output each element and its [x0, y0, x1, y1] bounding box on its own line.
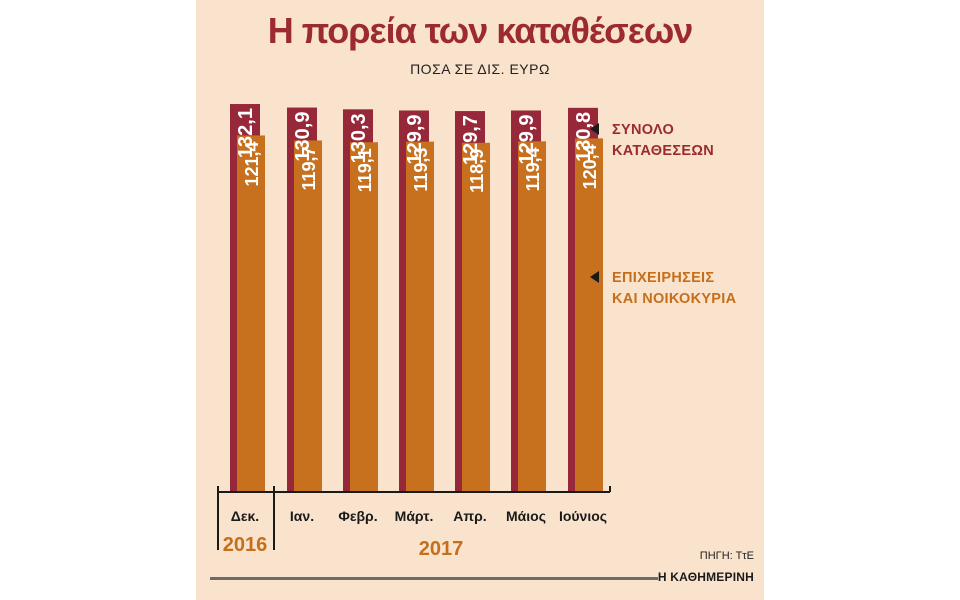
business-value-label: 121,4	[242, 141, 262, 186]
x-tick-label: Ιαν.	[289, 508, 315, 524]
source-note: ΠΗΓΗ: ΤτΕ	[699, 550, 754, 562]
x-tick-label: Ιούνιος	[558, 508, 608, 524]
business-households-bar	[350, 142, 378, 492]
chart-title: Η πορεία των καταθέσεων	[267, 10, 694, 51]
year-label-2016: 2016	[222, 534, 268, 556]
legend-total-line1: ΣΥΝΟΛΟ	[612, 122, 675, 138]
business-value-label: 119,4	[523, 147, 543, 191]
total-value-label: 129,9	[516, 114, 538, 164]
x-tick-label: Μάιος	[506, 508, 546, 524]
chart-plot: 132,1121,4130,9119,7130,3119,1129,9119,3…	[217, 104, 611, 550]
business-value-label: 118,9	[467, 149, 487, 193]
total-value-label: 129,7	[460, 115, 482, 165]
legend-total-deposits: ΣΥΝΟΛΟ ΚΑΤΑΘΕΣΕΩΝ	[590, 120, 715, 162]
legend-pointer-icon	[590, 123, 599, 135]
x-tick-label: Φεβρ.	[338, 508, 378, 524]
total-value-label: 129,9	[404, 114, 426, 164]
x-tick-label: Απρ.	[453, 508, 487, 524]
legend-business-households: ΕΠΙΧΕΙΡΗΣΕΙΣ ΚΑΙ ΝΟΙΚΟΚΥΡΙΑ	[590, 268, 737, 310]
year-label-2017: 2017	[418, 538, 464, 560]
chart-panel: Η πορεία των καταθέσεων ΠΟΣΑ ΣΕ ΔΙΣ. ΕΥΡ…	[196, 0, 764, 600]
publisher-credit: Η ΚΑΘΗΜΕΡΙΝΗ	[657, 570, 754, 584]
business-households-bar	[518, 141, 546, 492]
total-value-label: 130,8	[573, 112, 595, 162]
total-value-label: 130,3	[348, 113, 370, 163]
business-value-label: 119,3	[411, 148, 431, 192]
footer-divider	[210, 577, 658, 580]
total-value-label: 130,9	[292, 112, 314, 162]
business-households-bar	[294, 140, 322, 492]
chart-subtitle: ΠΟΣΑ ΣΕ ΔΙΣ. ΕΥΡΩ	[410, 61, 550, 77]
legend-biz-line1: ΕΠΙΧΕΙΡΗΣΕΙΣ	[612, 270, 715, 286]
business-households-bar	[462, 142, 490, 492]
business-value-label: 119,7	[299, 146, 319, 190]
business-value-label: 120,4	[580, 144, 600, 189]
business-households-bar	[575, 138, 603, 492]
x-tick-label: Δεκ.	[230, 508, 260, 524]
business-value-label: 119,1	[355, 148, 375, 192]
legend-total-line2: ΚΑΤΑΘΕΣΕΩΝ	[612, 143, 715, 159]
business-households-bar	[406, 141, 434, 492]
legend-pointer-icon	[590, 271, 599, 283]
total-value-label: 132,1	[235, 108, 257, 158]
legend-biz-line2: ΚΑΙ ΝΟΙΚΟΚΥΡΙΑ	[612, 291, 737, 307]
x-tick-label: Μάρτ.	[394, 508, 434, 524]
business-households-bar	[237, 135, 265, 493]
